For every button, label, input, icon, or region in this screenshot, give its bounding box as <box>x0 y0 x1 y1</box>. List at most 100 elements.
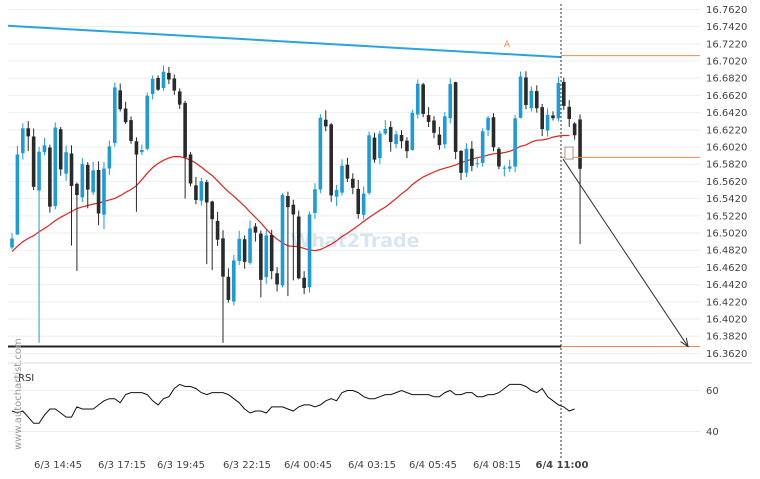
price-tick-label: 16.6420 <box>706 108 747 119</box>
candle-body <box>475 163 480 165</box>
rsi-tick-label: 60 <box>706 386 719 397</box>
candle-body <box>302 277 306 289</box>
price-tick-label: 16.5620 <box>706 177 747 188</box>
candle <box>232 254 236 306</box>
candle <box>405 137 409 159</box>
candle <box>150 75 155 100</box>
candle <box>15 145 20 236</box>
candle <box>475 156 480 168</box>
candle <box>529 86 534 112</box>
candle <box>286 191 290 297</box>
candle-body <box>459 150 463 173</box>
candle <box>524 71 528 110</box>
candle-body <box>69 153 74 186</box>
candle-body <box>545 114 550 131</box>
candle <box>545 108 550 137</box>
candle-body <box>351 178 355 188</box>
candle-body <box>388 127 393 142</box>
candle-body <box>405 140 409 152</box>
candle <box>21 123 25 160</box>
time-tick-label: 6/3 17:15 <box>98 460 146 471</box>
candle-body <box>567 106 572 119</box>
price-tick-label: 16.7020 <box>706 57 747 68</box>
candle-body <box>167 72 171 80</box>
candle <box>221 230 225 343</box>
candle-body <box>248 228 252 263</box>
candle <box>572 122 577 140</box>
candle-body <box>291 204 296 215</box>
price-tick-label: 16.4820 <box>706 246 747 257</box>
candle-body <box>345 164 350 179</box>
candle <box>578 114 582 245</box>
candle-body <box>194 185 198 201</box>
candle-body <box>534 91 539 109</box>
candle <box>134 137 139 212</box>
breakout-box <box>564 146 574 160</box>
candle <box>491 113 496 152</box>
candle <box>302 271 306 295</box>
candle-body <box>188 154 193 184</box>
projection-arrow-head <box>680 337 689 348</box>
candle <box>242 235 247 269</box>
price-tick-label: 16.5020 <box>706 229 747 240</box>
candle-body <box>551 115 555 119</box>
candle <box>383 120 388 136</box>
pattern-lines <box>7 24 700 348</box>
time-tick-label: 6/3 14:45 <box>34 460 82 471</box>
candle <box>378 130 382 165</box>
candle-body <box>183 102 187 158</box>
time-tick-label: 6/4 05:45 <box>409 460 457 471</box>
candle <box>69 145 74 246</box>
time-tick-label: 6/4 00:45 <box>284 460 332 471</box>
candle <box>204 179 209 265</box>
projection-arrow <box>562 158 689 347</box>
candle <box>540 103 544 137</box>
candle <box>215 211 220 246</box>
candle-body <box>58 129 63 170</box>
price-tick-label: 16.4420 <box>706 280 747 291</box>
time-tick-label: 6/3 22:15 <box>223 460 271 471</box>
candle-body <box>242 239 247 262</box>
candle-body <box>502 167 507 169</box>
candle-body <box>85 164 90 190</box>
candle-body <box>578 119 582 169</box>
candle-body <box>264 235 269 278</box>
price-tick-label: 16.4220 <box>706 297 747 308</box>
candle-body <box>91 170 95 193</box>
candle-body <box>37 151 41 191</box>
candle <box>156 75 160 91</box>
time-tick-label: 6/4 03:15 <box>348 460 396 471</box>
candle-body <box>134 141 139 155</box>
candle <box>26 121 31 152</box>
price-tick-label: 16.6620 <box>706 91 747 102</box>
candle-body <box>426 115 431 122</box>
candle <box>85 162 90 209</box>
time-tick-label: 6/3 19:45 <box>157 460 205 471</box>
candle-body <box>518 76 523 118</box>
price-tick-label: 16.6220 <box>706 125 747 136</box>
candle-body <box>340 165 344 193</box>
candle <box>123 101 128 125</box>
candle <box>264 230 269 284</box>
candle <box>96 161 101 226</box>
candle <box>318 114 323 194</box>
candle <box>480 128 485 167</box>
candle <box>486 115 490 137</box>
candle <box>10 233 14 250</box>
candle-body <box>513 118 517 167</box>
candle-body <box>372 137 377 160</box>
candle-body <box>53 127 58 207</box>
candle <box>367 131 371 195</box>
side-label: www.autochartist.com <box>13 338 24 450</box>
candle <box>340 159 344 196</box>
candle <box>415 79 420 119</box>
candle-body <box>199 181 204 201</box>
candle <box>58 126 63 176</box>
candle-body <box>253 226 258 233</box>
candle <box>129 116 133 144</box>
candle-body <box>524 77 528 105</box>
candle-body <box>275 273 279 285</box>
candle-body <box>210 201 214 220</box>
candle <box>410 109 415 151</box>
